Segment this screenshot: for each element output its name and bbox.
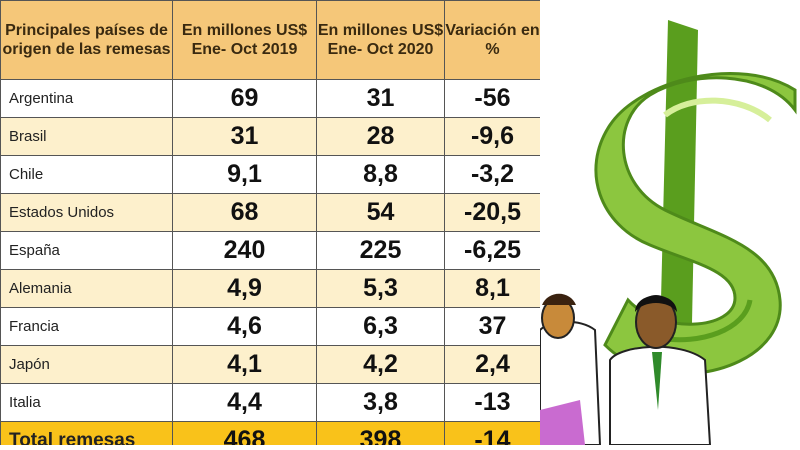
value-2019-cell: 69 (172, 79, 317, 118)
value-2019-cell: 4,6 (172, 307, 317, 346)
country-cell: Italia (0, 383, 173, 422)
total-variation-cell: -14 (444, 421, 540, 445)
value-2020-cell: 3,8 (316, 383, 445, 422)
header-2020: En millones US$ Ene- Oct 2020 (316, 0, 445, 80)
value-2020-cell: 8,8 (316, 155, 445, 194)
country-cell: Chile (0, 155, 173, 194)
total-2020-cell: 398 (316, 421, 445, 445)
value-2020-cell: 5,3 (316, 269, 445, 308)
value-2019-cell: 4,1 (172, 345, 317, 384)
table-row: Brasil 31 28 -9,6 (0, 117, 540, 156)
money-illustration (539, 0, 800, 446)
table-row: Francia 4,6 6,3 37 (0, 307, 540, 346)
value-2020-cell: 225 (316, 231, 445, 270)
table-header-row: Principales países de origen de las reme… (0, 0, 540, 80)
table-row: Italia 4,4 3,8 -13 (0, 383, 540, 422)
country-cell: Japón (0, 345, 173, 384)
value-2019-cell: 4,9 (172, 269, 317, 308)
variation-cell: 8,1 (444, 269, 540, 308)
table-row: Estados Unidos 68 54 -20,5 (0, 193, 540, 232)
value-2020-cell: 4,2 (316, 345, 445, 384)
table-row: Argentina 69 31 -56 (0, 79, 540, 118)
variation-cell: -20,5 (444, 193, 540, 232)
country-cell: Argentina (0, 79, 173, 118)
value-2019-cell: 240 (172, 231, 317, 270)
total-2019-cell: 468 (172, 421, 317, 445)
value-2019-cell: 31 (172, 117, 317, 156)
country-cell: Estados Unidos (0, 193, 173, 232)
country-cell: Francia (0, 307, 173, 346)
header-country: Principales países de origen de las reme… (0, 0, 173, 80)
country-cell: España (0, 231, 173, 270)
variation-cell: 37 (444, 307, 540, 346)
table-row: España 240 225 -6,25 (0, 231, 540, 270)
country-cell: Alemania (0, 269, 173, 308)
table-row: Japón 4,1 4,2 2,4 (0, 345, 540, 384)
total-label-cell: Total remesas (0, 421, 173, 445)
value-2020-cell: 54 (316, 193, 445, 232)
header-2019: En millones US$ Ene- Oct 2019 (172, 0, 317, 80)
remittance-table-container: Principales países de origen de las reme… (0, 0, 540, 445)
variation-cell: -6,25 (444, 231, 540, 270)
variation-cell: -3,2 (444, 155, 540, 194)
person-right-icon (609, 295, 712, 446)
variation-cell: -13 (444, 383, 540, 422)
value-2019-cell: 68 (172, 193, 317, 232)
header-variation: Variación en % (444, 0, 540, 80)
remittance-table: Principales países de origen de las reme… (0, 0, 540, 445)
variation-cell: 2,4 (444, 345, 540, 384)
value-2019-cell: 9,1 (172, 155, 317, 194)
variation-cell: -56 (444, 79, 540, 118)
variation-cell: -9,6 (444, 117, 540, 156)
country-cell: Brasil (0, 117, 173, 156)
person-left-icon (539, 293, 602, 446)
table-row: Alemania 4,9 5,3 8,1 (0, 269, 540, 308)
illustration-svg (539, 20, 797, 446)
value-2020-cell: 6,3 (316, 307, 445, 346)
value-2020-cell: 31 (316, 79, 445, 118)
value-2019-cell: 4,4 (172, 383, 317, 422)
value-2020-cell: 28 (316, 117, 445, 156)
total-row: Total remesas 468 398 -14 (0, 421, 540, 445)
table-row: Chile 9,1 8,8 -3,2 (0, 155, 540, 194)
